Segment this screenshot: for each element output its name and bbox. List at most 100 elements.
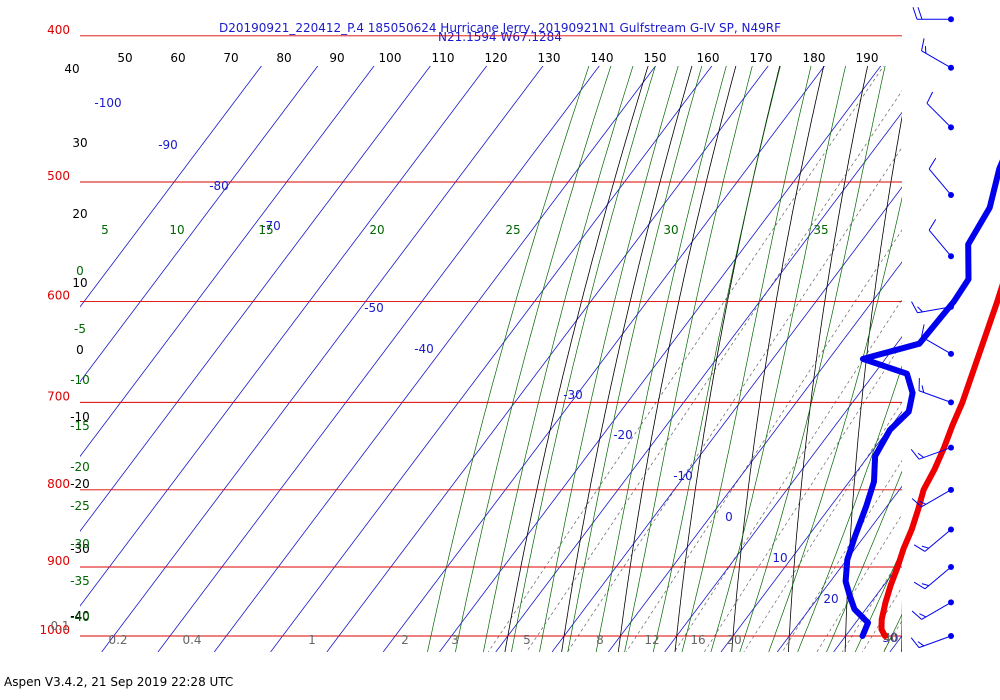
wind-barb-flag — [913, 544, 926, 552]
mixing-ratio-line — [781, 459, 902, 652]
wind-barb-staff — [924, 529, 952, 552]
top-axis-label: 90 — [329, 51, 344, 65]
wind-barb-dot — [948, 124, 954, 131]
wind-barb-dot — [948, 486, 954, 493]
isotherm-line — [889, 635, 902, 652]
left-green-label: -15 — [70, 419, 90, 433]
moist-adiabat-line — [567, 66, 703, 652]
pressure-label: 600 — [47, 288, 70, 302]
wind-barb-staff — [921, 50, 952, 69]
top-axis-label: 190 — [856, 51, 879, 65]
theta-e-label: 15 — [258, 223, 273, 237]
wind-barb-flag — [926, 91, 934, 104]
top-axis-label: 120 — [485, 51, 508, 65]
wind-barb-staff — [917, 306, 952, 314]
left-green-label: -10 — [70, 373, 90, 387]
wind-barb-dot — [948, 599, 954, 606]
left-black-label: 40 — [64, 62, 79, 76]
wind-barb-staff — [918, 447, 952, 460]
wind-barb-dot — [948, 399, 954, 406]
wind-barb-flag — [912, 7, 918, 20]
isotherm-line — [80, 66, 375, 458]
isotherm-line — [101, 66, 544, 652]
wind-barb — [912, 7, 954, 23]
left-green-label: -40 — [70, 610, 90, 624]
mixing-ratio-label: 8 — [596, 633, 604, 647]
isotherm-line — [213, 66, 657, 652]
wind-barb — [910, 633, 954, 649]
isotherm-line — [608, 261, 902, 652]
dry-adiabat-line — [561, 66, 693, 652]
wind-barb-dot — [948, 303, 954, 310]
wind-barb-dot — [948, 253, 954, 260]
wind-barb-dot — [948, 563, 954, 570]
left-black-label: -20 — [70, 477, 90, 491]
mixing-ratio-label: 5 — [523, 633, 531, 647]
wind-barb — [921, 324, 954, 357]
temperature-profile — [878, 283, 1000, 639]
mixing-ratio-line — [899, 648, 902, 652]
theta-e-label: 30 — [663, 223, 678, 237]
dry-adiabat-line — [844, 114, 902, 652]
top-axis-label: 100 — [379, 51, 402, 65]
isotherm-label: -90 — [158, 138, 178, 152]
wind-barb-flag — [910, 448, 920, 460]
mixing-ratio-line — [816, 513, 902, 652]
wind-barb-flag — [921, 385, 925, 393]
isotherm-line — [551, 186, 902, 652]
theta-e-label: 20 — [369, 223, 384, 237]
wind-barb-flag — [917, 641, 925, 647]
wind-barb-dot — [948, 444, 954, 451]
mixing-ratio-label: 2 — [401, 633, 409, 647]
pressure-label: 800 — [47, 477, 70, 491]
wind-barb-flag — [921, 545, 929, 549]
isotherm-label: -10 — [673, 469, 693, 483]
moist-adiabat-line — [539, 66, 679, 652]
wind-barb — [918, 378, 954, 406]
isotherm-line — [382, 66, 825, 652]
moist-adiabat-line — [854, 548, 902, 652]
left-black-label: -30 — [70, 542, 90, 556]
mixing-ratio-line — [526, 90, 902, 652]
theta-e-label: 5 — [101, 223, 109, 237]
moist-adiabat-line — [483, 66, 634, 652]
left-green-label: 0 — [76, 264, 84, 278]
left-green-label: -5 — [74, 322, 86, 336]
wind-barb-staff — [921, 601, 952, 620]
top-axis-label: 60 — [170, 51, 185, 65]
wind-barb-flag — [928, 219, 937, 231]
moist-adiabat-line — [652, 66, 781, 652]
wind-barb — [928, 157, 954, 198]
wind-barb-staff — [928, 168, 952, 196]
top-axis-label: 80 — [276, 51, 291, 65]
isotherm-line — [80, 66, 319, 383]
wind-barb-staff — [921, 336, 952, 355]
isotherm-label: 0 — [725, 510, 733, 524]
left-black-label: -10 — [70, 410, 90, 424]
top-axis-label: 170 — [750, 51, 773, 65]
wind-barb-staff — [918, 635, 952, 649]
isotherm-line — [946, 64, 1000, 652]
wind-barb-staff — [918, 390, 952, 403]
wind-barb-flag — [911, 498, 922, 508]
mixing-ratio-line — [625, 229, 902, 652]
left-black-label: -40 — [70, 609, 90, 623]
moist-adiabat-line — [930, 0, 1000, 674]
mixing-ratio-line — [487, 66, 884, 652]
left-green-label: -30 — [70, 537, 90, 551]
moist-adiabat-line — [739, 66, 886, 652]
left-black-label: 0 — [76, 343, 84, 357]
dry-adiabat-line — [731, 66, 825, 652]
isotherm-label: 20 — [823, 592, 838, 606]
wind-barb-staff — [921, 489, 952, 508]
mixing-ratio-line — [928, 64, 1000, 652]
wind-barb — [913, 563, 954, 590]
isotherm-line — [664, 336, 902, 652]
wind-barb — [911, 599, 954, 620]
wind-barb-staff — [928, 229, 952, 257]
mixing-ratio-label: 0.2 — [108, 633, 127, 647]
moist-adiabat-line — [511, 66, 656, 652]
wind-barb — [926, 91, 954, 131]
wind-barb-dot — [948, 350, 954, 357]
isotherm-line — [157, 66, 600, 652]
